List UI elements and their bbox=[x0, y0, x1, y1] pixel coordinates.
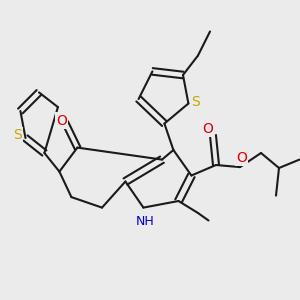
Text: S: S bbox=[13, 128, 22, 142]
Text: NH: NH bbox=[136, 214, 154, 228]
Text: O: O bbox=[56, 114, 67, 128]
Text: O: O bbox=[236, 151, 247, 165]
Text: S: S bbox=[191, 95, 200, 109]
Text: O: O bbox=[202, 122, 213, 136]
